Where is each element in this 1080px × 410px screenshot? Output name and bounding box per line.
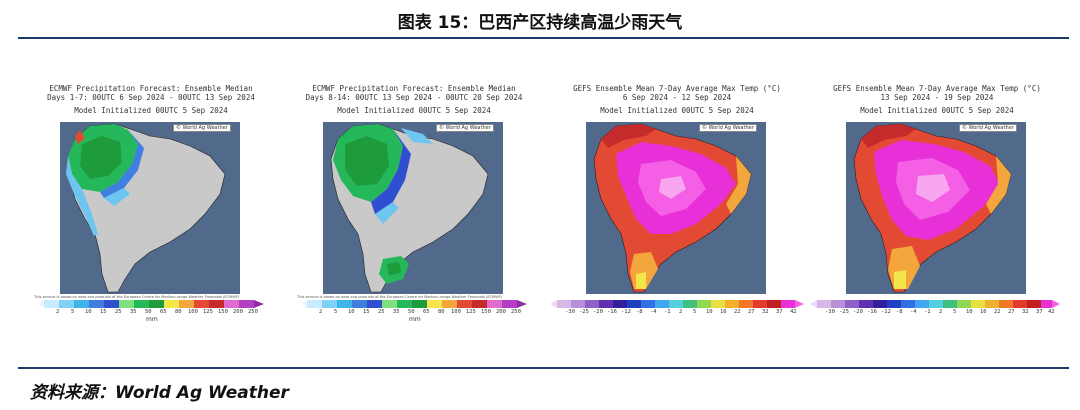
- panel-title-line1: ECMWF Precipitation Forecast: Ensemble M…: [312, 84, 516, 93]
- temp-panel-week2: GEFS Ensemble Mean 7-Day Average Max Tem…: [806, 84, 1068, 320]
- precip-colorbar-week1: [38, 300, 264, 308]
- watermark-logo: © World Ag Weather: [959, 124, 1017, 132]
- precip-colorbar-week2: [301, 300, 527, 308]
- temp-colorbar-week1: [550, 300, 804, 308]
- ecmwf-disclaimer: This service is based on data and produc…: [297, 295, 503, 299]
- panel-title-line2: 6 Sep 2024 - 12 Sep 2024: [622, 93, 732, 102]
- watermark-logo: © World Ag Weather: [699, 124, 757, 132]
- temp-map-week2: [846, 122, 1026, 294]
- panel-title-line1: GEFS Ensemble Mean 7-Day Average Max Tem…: [573, 84, 781, 93]
- precip-panel-week2: ECMWF Precipitation Forecast: Ensemble M…: [283, 84, 545, 323]
- temp-map-week1: [586, 122, 766, 294]
- top-rule: [18, 37, 1069, 39]
- temp-panel-week1: GEFS Ensemble Mean 7-Day Average Max Tem…: [546, 84, 808, 320]
- precip-map-week1: [60, 122, 240, 294]
- bottom-rule: [18, 367, 1069, 369]
- panel-init-line: Model Initialized 00UTC 5 Sep 2024: [600, 106, 754, 115]
- figure-title: 图表 15：巴西产区持续高温少雨天气: [397, 13, 683, 33]
- precip-panel-week1: ECMWF Precipitation Forecast: Ensemble M…: [20, 84, 282, 323]
- panel-init-line: Model Initialized 00UTC 5 Sep 2024: [860, 106, 1014, 115]
- panel-title-line2: Days 8-14: 00UTC 13 Sep 2024 - 00UTC 20 …: [305, 93, 523, 102]
- panel-title-line1: GEFS Ensemble Mean 7-Day Average Max Tem…: [833, 84, 1041, 93]
- precip-map-week2: [323, 122, 503, 294]
- precip-unit-label: mm: [146, 316, 158, 323]
- ecmwf-disclaimer: This service is based on data and produc…: [34, 295, 240, 299]
- source-note: 资料来源：World Ag Weather: [30, 383, 289, 403]
- panel-init-line: Model Initialized 00UTC 5 Sep 2024: [74, 106, 228, 115]
- panel-init-line: Model Initialized 00UTC 5 Sep 2024: [337, 106, 491, 115]
- panel-title-line2: Days 1-7: 00UTC 6 Sep 2024 - 00UTC 13 Se…: [47, 93, 255, 102]
- precip-unit-label: mm: [409, 316, 421, 323]
- watermark-logo: © World Ag Weather: [173, 124, 231, 132]
- panel-title-line1: ECMWF Precipitation Forecast: Ensemble M…: [49, 84, 253, 93]
- temp-colorbar-week2: [810, 300, 1060, 308]
- watermark-logo: © World Ag Weather: [436, 124, 494, 132]
- panel-title-line2: 13 Sep 2024 - 19 Sep 2024: [880, 93, 994, 102]
